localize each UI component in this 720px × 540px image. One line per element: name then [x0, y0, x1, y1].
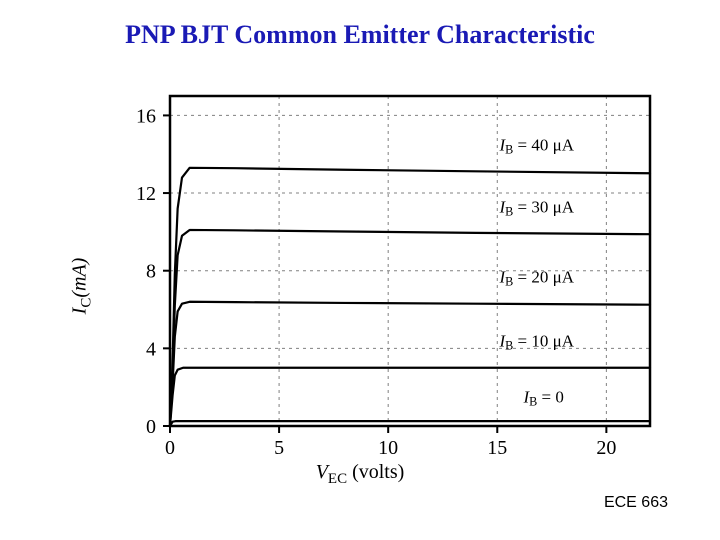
- slide-title: PNP BJT Common Emitter Characteristic: [0, 20, 720, 50]
- svg-text:IB = 30 μA: IB = 30 μA: [498, 197, 574, 218]
- svg-text:15: 15: [487, 437, 507, 459]
- svg-text:0: 0: [146, 416, 156, 438]
- svg-text:16: 16: [136, 105, 156, 127]
- svg-text:8: 8: [146, 261, 156, 283]
- svg-text:IB = 40 μA: IB = 40 μA: [498, 135, 574, 156]
- svg-text:4: 4: [146, 338, 156, 360]
- svg-text:IB = 20 μA: IB = 20 μA: [498, 267, 574, 288]
- chart-container: IC(mA) 0 5 10 15 20 0 4 8 12 16 IB = 0 IB = 10 μA IB…: [60, 86, 660, 486]
- svg-text:5: 5: [274, 437, 284, 459]
- y-axis-label: IC(mA): [69, 258, 96, 315]
- svg-text:IB = 0: IB = 0: [522, 388, 563, 409]
- x-axis-label: VEC (volts): [316, 461, 405, 488]
- svg-text:12: 12: [136, 183, 156, 205]
- footer-text: ECE 663: [604, 494, 668, 512]
- svg-text:IB = 10 μA: IB = 10 μA: [498, 331, 574, 352]
- svg-text:0: 0: [165, 437, 175, 459]
- svg-text:10: 10: [378, 437, 398, 459]
- line-chart: 0 5 10 15 20 0 4 8 12 16 IB = 0 IB = 10 μA IB = 20 μ…: [60, 86, 660, 486]
- svg-text:20: 20: [596, 437, 616, 459]
